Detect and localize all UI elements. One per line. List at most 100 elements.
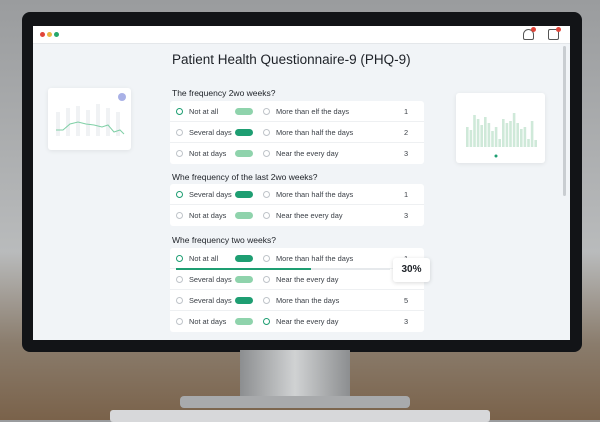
avatar-dot bbox=[118, 93, 126, 101]
page-title: Patient Health Questionnaire-9 (PHQ-9) bbox=[172, 52, 411, 67]
trend-chart-card bbox=[48, 88, 131, 150]
bar-chart-card bbox=[456, 93, 545, 163]
app-window: Patient Health Questionnaire-9 (PHQ-9) T… bbox=[33, 26, 570, 340]
toggle-pill[interactable] bbox=[235, 276, 253, 283]
chart-bar bbox=[498, 139, 501, 147]
maximize-window-button[interactable] bbox=[54, 32, 59, 37]
minimize-window-button[interactable] bbox=[47, 32, 52, 37]
score-value: 2 bbox=[404, 128, 409, 137]
scrollbar[interactable] bbox=[563, 46, 566, 196]
radio-right[interactable] bbox=[263, 212, 270, 219]
keyboard bbox=[110, 410, 490, 422]
radio-left[interactable] bbox=[176, 297, 183, 304]
trend-line bbox=[56, 121, 125, 135]
question-card: Several days More than half the days 1 N… bbox=[170, 184, 424, 226]
radio-left[interactable] bbox=[176, 318, 183, 325]
radio-right[interactable] bbox=[263, 318, 270, 325]
score-value: 1 bbox=[404, 190, 409, 199]
radio-left[interactable] bbox=[176, 108, 183, 115]
chart-bar bbox=[494, 127, 498, 147]
radio-right[interactable] bbox=[263, 297, 270, 304]
chart-bar bbox=[534, 140, 537, 147]
option-left-label[interactable]: Several days bbox=[189, 296, 232, 305]
chart-bar bbox=[469, 130, 473, 147]
chart-bar bbox=[527, 139, 530, 147]
radio-right[interactable] bbox=[263, 108, 270, 115]
radio-left[interactable] bbox=[176, 150, 183, 157]
trend-line-chart bbox=[56, 104, 125, 136]
option-right-label[interactable]: More than the days bbox=[276, 296, 340, 305]
chart-legend-dot bbox=[494, 154, 498, 158]
progress-tooltip: 30% bbox=[393, 258, 430, 282]
option-left-label[interactable]: Not at all bbox=[189, 254, 219, 263]
radio-left[interactable] bbox=[176, 191, 183, 198]
chart-bar bbox=[509, 121, 512, 147]
toggle-pill[interactable] bbox=[235, 150, 253, 157]
inbox-notification-icon[interactable] bbox=[548, 27, 561, 40]
question-card: Not at all More than elf the days 1 Seve… bbox=[170, 101, 424, 164]
chart-bar bbox=[516, 123, 519, 147]
question-heading: The frequency 2wo weeks? bbox=[172, 88, 276, 98]
toggle-pill[interactable] bbox=[235, 129, 253, 136]
chart-bar bbox=[466, 127, 469, 147]
option-right-label[interactable]: Near thee every day bbox=[276, 211, 343, 220]
option-right-label[interactable]: More than elf the days bbox=[276, 107, 350, 116]
toggle-pill[interactable] bbox=[235, 255, 253, 262]
option-left-label[interactable]: Not at all bbox=[189, 107, 219, 116]
score-value: 3 bbox=[404, 317, 409, 326]
radio-right[interactable] bbox=[263, 191, 270, 198]
radio-left[interactable] bbox=[176, 255, 183, 262]
option-left-label[interactable]: Not at days bbox=[189, 317, 227, 326]
answer-row: Not at all More than elf the days 1 bbox=[170, 101, 424, 122]
option-left-label[interactable]: Several days bbox=[189, 190, 232, 199]
chart-bar bbox=[487, 123, 491, 147]
option-left-label[interactable]: Not at days bbox=[189, 211, 227, 220]
radio-left[interactable] bbox=[176, 212, 183, 219]
chart-bar bbox=[484, 117, 487, 147]
score-value: 1 bbox=[404, 107, 409, 116]
option-left-label[interactable]: Several days bbox=[189, 275, 232, 284]
option-right-label[interactable]: Near the every day bbox=[276, 149, 339, 158]
option-right-label[interactable]: Near the every day bbox=[276, 317, 339, 326]
option-right-label[interactable]: More than half the days bbox=[276, 254, 354, 263]
chart-bar bbox=[505, 123, 509, 147]
chart-bar bbox=[476, 119, 480, 147]
question-heading: Whe frequency two weeks? bbox=[172, 235, 276, 245]
option-right-label[interactable]: More than half the days bbox=[276, 128, 354, 137]
answer-row: Several days More than half the days 1 bbox=[170, 184, 424, 205]
share-notification-icon[interactable] bbox=[523, 27, 536, 40]
answer-row: Several days More than half the days 2 bbox=[170, 122, 424, 143]
close-window-button[interactable] bbox=[40, 32, 45, 37]
answer-row: Not at days Near thee every day 3 bbox=[170, 205, 424, 226]
radio-left[interactable] bbox=[176, 129, 183, 136]
option-left-label[interactable]: Not at days bbox=[189, 149, 227, 158]
radio-right[interactable] bbox=[263, 255, 270, 262]
toggle-pill[interactable] bbox=[235, 212, 253, 219]
radio-left[interactable] bbox=[176, 276, 183, 283]
option-left-label[interactable]: Several days bbox=[189, 128, 232, 137]
chart-bar bbox=[530, 121, 534, 147]
monitor-base bbox=[180, 396, 410, 408]
answer-row: Not at days Near the every day 3 bbox=[170, 143, 424, 164]
option-right-label[interactable]: Near the every day bbox=[276, 275, 339, 284]
chart-bar bbox=[523, 127, 527, 147]
toggle-pill[interactable] bbox=[235, 108, 253, 115]
question-heading: Whe frequency of the last 2wo weeks? bbox=[172, 172, 318, 182]
option-right-label[interactable]: More than half the days bbox=[276, 190, 354, 199]
radio-right[interactable] bbox=[263, 129, 270, 136]
monitor-stand bbox=[240, 350, 350, 398]
chart-bar bbox=[520, 129, 523, 147]
toggle-pill[interactable] bbox=[235, 297, 253, 304]
toggle-pill[interactable] bbox=[235, 191, 253, 198]
radio-right[interactable] bbox=[263, 276, 270, 283]
toggle-pill[interactable] bbox=[235, 318, 253, 325]
score-value: 5 bbox=[404, 296, 409, 305]
score-value: 3 bbox=[404, 211, 409, 220]
radio-right[interactable] bbox=[263, 150, 270, 157]
bar-chart bbox=[466, 113, 537, 158]
answer-row: Several days More than the days 5 bbox=[170, 290, 424, 311]
answer-row: Not at days Near the every day 3 bbox=[170, 311, 424, 332]
score-value: 3 bbox=[404, 149, 409, 158]
chart-bar bbox=[473, 115, 476, 147]
chart-bar bbox=[491, 131, 494, 147]
